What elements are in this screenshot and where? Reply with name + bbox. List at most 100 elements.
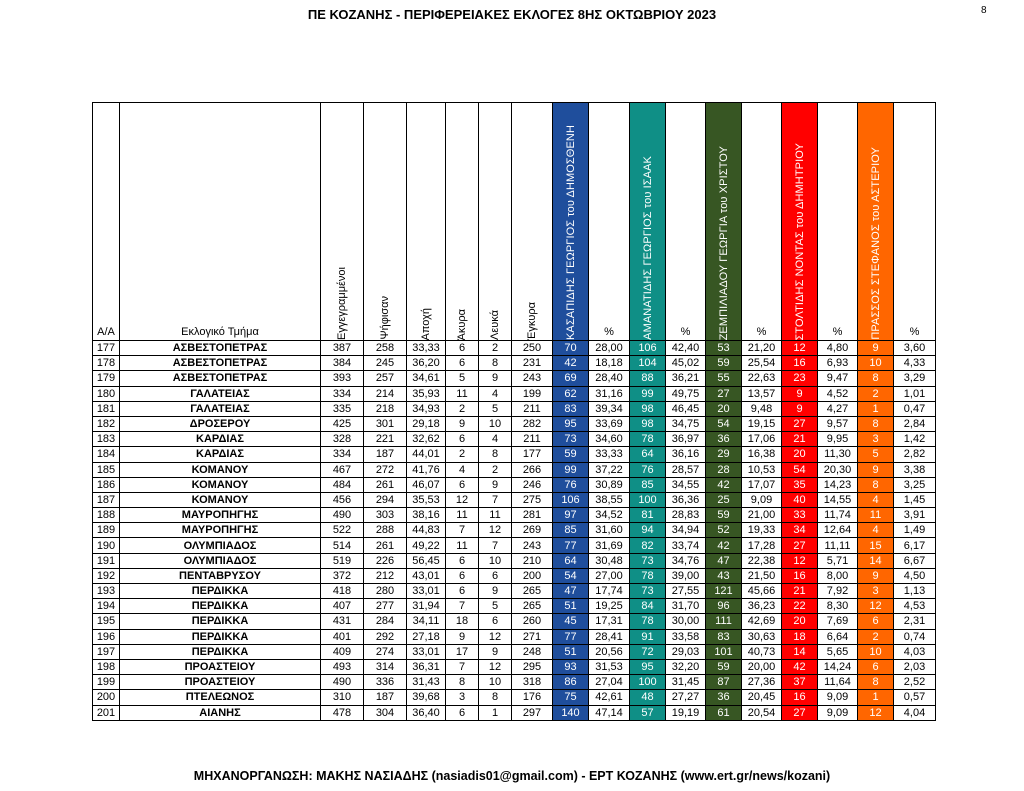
- abstention-cell: 43,01: [406, 567, 446, 585]
- aa-cell: 188: [92, 507, 120, 524]
- abstention-cell: 35,93: [406, 385, 446, 402]
- blank-cell: 9: [478, 370, 512, 387]
- table-row: 190 ΟΛΥΜΠΙΑΔΟΣ 514 261 49,22 11 7 243 77 31,69 82 3…: [92, 537, 936, 554]
- blank-cell: 12: [478, 522, 512, 539]
- blank-cell: 12: [478, 628, 512, 645]
- voted-cell: 214: [363, 385, 407, 402]
- stoltidis-votes-cell: 14: [781, 643, 818, 660]
- stoltidis-votes-cell: 42: [781, 658, 818, 676]
- invalid-cell: 17: [445, 643, 479, 660]
- blank-cell: 11: [478, 507, 512, 524]
- amanatidis-pct-cell: 27,55: [665, 582, 706, 600]
- amanatidis-votes-cell: 82: [629, 537, 666, 554]
- invalid-cell: 11: [445, 537, 479, 554]
- amanatidis-votes-cell: 64: [629, 446, 666, 463]
- valid-cell: 200: [511, 567, 553, 585]
- valid-cell: 248: [511, 643, 553, 660]
- header-valid: Έγκυρα: [511, 102, 553, 341]
- kasapidis-pct-cell: 28,40: [588, 370, 630, 387]
- amanatidis-votes-cell: 48: [629, 689, 666, 706]
- valid-cell: 243: [511, 370, 553, 387]
- blank-cell: 2: [478, 339, 512, 357]
- blank-cell: 4: [478, 385, 512, 402]
- stoltidis-pct-cell: 9,47: [817, 370, 858, 387]
- prassos-pct-cell: 3,29: [893, 370, 936, 387]
- invalid-cell: 4: [445, 461, 479, 478]
- blank-cell: 9: [478, 643, 512, 660]
- kasapidis-pct-cell: 33,69: [588, 415, 630, 433]
- abstention-cell: 35,53: [406, 491, 446, 509]
- zempiliadou-pct-cell: 16,38: [741, 446, 782, 463]
- registered-cell: 310: [320, 689, 364, 706]
- stoltidis-pct-cell: 12,64: [817, 522, 858, 539]
- amanatidis-pct-cell: 27,27: [665, 689, 706, 706]
- aa-cell: 191: [92, 552, 120, 569]
- table-row: 180 ΓΑΛΑΤΕΙΑΣ 334 214 35,93 11 4 199 62 31,16 99 49…: [92, 385, 936, 402]
- voted-cell: 280: [363, 582, 407, 600]
- stoltidis-votes-cell: 12: [781, 339, 818, 357]
- table-row: 195 ΠΕΡΔΙΚΚΑ 431 284 34,11 18 6 260 45 17,31 78 30,…: [92, 613, 936, 630]
- zempiliadou-votes-cell: 59: [705, 658, 742, 676]
- invalid-cell: 7: [445, 522, 479, 539]
- aa-cell: 187: [92, 491, 120, 509]
- page-title: ΠΕ ΚΟΖΑΝΗΣ - ΠΕΡΙΦΕΡΕΙΑΚΕΣ ΕΚΛΟΓΕΣ 8ΗΣ Ο…: [307, 7, 717, 22]
- prassos-votes-cell: 11: [857, 507, 894, 524]
- voted-cell: 261: [363, 537, 407, 554]
- table-row: 179 ΑΣΒΕΣΤΟΠΕΤΡΑΣ 393 257 34,61 5 9 243 69 28,40 8…: [92, 370, 936, 387]
- aa-cell: 185: [92, 461, 120, 478]
- stoltidis-votes-cell: 34: [781, 522, 818, 539]
- voted-cell: 212: [363, 567, 407, 585]
- prassos-pct-cell: 3,60: [893, 339, 936, 357]
- zempiliadou-votes-cell: 29: [705, 446, 742, 463]
- amanatidis-votes-cell: 106: [629, 339, 666, 357]
- section-cell: ΑΣΒΕΣΤΟΠΕΤΡΑΣ: [119, 355, 321, 372]
- amanatidis-pct-cell: 28,57: [665, 461, 706, 478]
- zempiliadou-pct-cell: 17,06: [741, 431, 782, 448]
- stoltidis-pct-cell: 5,71: [817, 552, 858, 569]
- zempiliadou-votes-cell: 36: [705, 689, 742, 706]
- amanatidis-pct-cell: 30,00: [665, 613, 706, 630]
- stoltidis-votes-cell: 16: [781, 355, 818, 372]
- blank-cell: 9: [478, 476, 512, 493]
- abstention-cell: 36,20: [406, 355, 446, 372]
- voted-cell: 261: [363, 476, 407, 493]
- zempiliadou-pct-cell: 19,15: [741, 415, 782, 433]
- prassos-pct-cell: 1,45: [893, 491, 936, 509]
- header-blank: Λευκά: [478, 102, 512, 341]
- table-row: 186 ΚΟΜΑΝΟΥ 484 261 46,07 6 9 246 76 30,89 85 34,55…: [92, 476, 936, 493]
- prassos-pct-cell: 3,91: [893, 507, 936, 524]
- amanatidis-pct-cell: 36,21: [665, 370, 706, 387]
- zempiliadou-pct-cell: 10,53: [741, 461, 782, 478]
- stoltidis-votes-cell: 16: [781, 567, 818, 585]
- header-invalid: Άκυρα: [445, 102, 479, 341]
- kasapidis-votes-cell: 85: [552, 522, 589, 539]
- voted-cell: 284: [363, 613, 407, 630]
- kasapidis-pct-cell: 19,25: [588, 598, 630, 615]
- stoltidis-pct-cell: 11,30: [817, 446, 858, 463]
- valid-cell: 275: [511, 491, 553, 509]
- page-footer: ΜΗΧΑΝΟΡΓΑΝΩΣΗ: ΜΑΚΗΣ ΝΑΣΙΑΔΗΣ (nasiadis0…: [193, 769, 831, 783]
- zempiliadou-votes-cell: 83: [705, 628, 742, 645]
- zempiliadou-pct-cell: 22,63: [741, 370, 782, 387]
- abstention-cell: 44,83: [406, 522, 446, 539]
- voted-cell: 257: [363, 370, 407, 387]
- zempiliadou-pct-cell: 20,00: [741, 658, 782, 676]
- section-cell: ΜΑΥΡΟΠΗΓΗΣ: [119, 507, 321, 524]
- stoltidis-votes-cell: 20: [781, 613, 818, 630]
- kasapidis-votes-cell: 97: [552, 507, 589, 524]
- stoltidis-votes-cell: 54: [781, 461, 818, 478]
- voted-cell: 303: [363, 507, 407, 524]
- registered-cell: 456: [320, 491, 364, 509]
- kasapidis-pct-cell: 30,89: [588, 476, 630, 493]
- invalid-cell: 3: [445, 689, 479, 706]
- stoltidis-votes-cell: 35: [781, 476, 818, 493]
- registered-cell: 493: [320, 658, 364, 676]
- amanatidis-votes-cell: 100: [629, 491, 666, 509]
- table-row: 197 ΠΕΡΔΙΚΚΑ 409 274 33,01 17 9 248 51 20,56 72 29,…: [92, 643, 936, 660]
- invalid-cell: 7: [445, 598, 479, 615]
- valid-cell: 176: [511, 689, 553, 706]
- zempiliadou-votes-cell: 55: [705, 370, 742, 387]
- voted-cell: 274: [363, 643, 407, 660]
- abstention-cell: 32,62: [406, 431, 446, 448]
- valid-cell: 246: [511, 476, 553, 493]
